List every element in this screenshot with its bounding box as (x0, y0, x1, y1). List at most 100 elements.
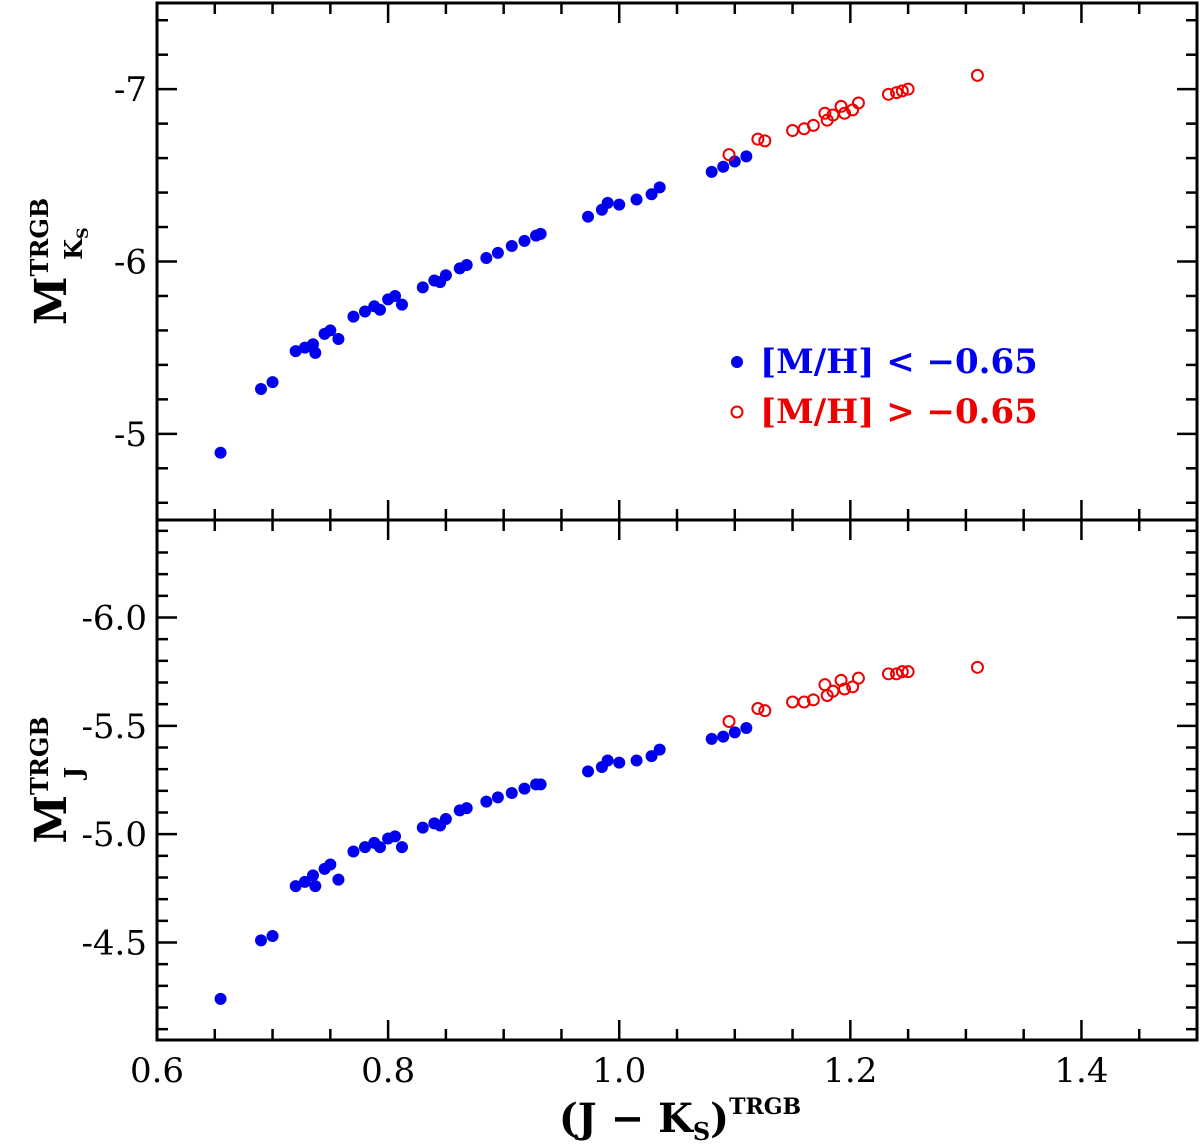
metal-poor-point (491, 791, 504, 804)
metal-poor-point (534, 778, 547, 791)
metal-rich-point (758, 704, 772, 718)
metal-poor-point (460, 802, 473, 815)
metal-poor-point (653, 743, 666, 756)
bottom-panel-ytick-labels: -6.0 -5.5 -5.0 -4.5 (81, 599, 147, 964)
metal-poor-point (374, 841, 387, 854)
metal-poor-point (395, 298, 408, 311)
metal-rich-point (851, 96, 865, 110)
metal-rich-point (751, 132, 765, 146)
metal-rich-point (851, 671, 865, 685)
bottom-panel: -6.0-5.5-5.0-4.5 0.6 0.8 1.0 1.2 1.4 MTRGB J … (25, 518, 1199, 1146)
metal-poor-point (705, 732, 718, 745)
metal-poor-point (717, 160, 730, 173)
metal-rich-point (722, 148, 736, 162)
metal-rich-point (758, 134, 772, 148)
metal-rich-point (895, 84, 909, 98)
bottom-ytick-label: -4.5 (81, 924, 147, 964)
metal-poor-point (717, 730, 730, 743)
metal-poor-point (460, 258, 473, 271)
top-panel-ytick-labels: -7 -6 -5 (114, 70, 147, 455)
metal-poor-point (389, 830, 402, 843)
legend-marker (730, 405, 744, 419)
xtick-label: 1.4 (1054, 1051, 1108, 1091)
metal-poor-point (728, 726, 741, 739)
metal-poor-point (505, 239, 518, 252)
top-panel-points (214, 68, 984, 459)
xtick-label: 1.2 (823, 1051, 877, 1091)
metal-rich-point (881, 87, 895, 101)
metal-poor-point (307, 869, 319, 882)
metal-poor-point (332, 873, 345, 886)
metal-poor-point (389, 289, 402, 302)
top-panel-frame (155, 1, 1199, 522)
metal-poor-point (298, 875, 311, 888)
metal-rich-point (834, 99, 848, 113)
legend-label: [M/H] < −0.65 (760, 342, 1038, 382)
xtick-label: 0.8 (361, 1051, 415, 1091)
metal-rich-point (970, 68, 984, 82)
metal-poor-point (534, 227, 547, 240)
metal-poor-point (480, 252, 493, 265)
metal-poor-point (289, 880, 302, 893)
metal-poor-point (645, 750, 658, 763)
bottom-panel-xtick-labels: 0.6 0.8 1.0 1.2 1.4 (130, 1051, 1109, 1091)
bottom-ytick-label: -5.0 (81, 815, 147, 855)
metal-poor-point (416, 281, 429, 294)
metal-rich-point (890, 86, 904, 100)
bottom-panel-ylabel: MTRGB J (25, 716, 88, 843)
top-panel-ticks (155, 3, 1199, 520)
metal-rich-point (895, 665, 909, 679)
metal-poor-point (324, 324, 337, 337)
metal-poor-point (416, 821, 429, 834)
metal-rich-point (901, 82, 915, 96)
metal-poor-point (214, 992, 227, 1005)
metal-poor-point (740, 150, 753, 163)
metal-rich-point (751, 702, 765, 715)
metal-poor-point (395, 841, 408, 854)
bottom-panel-frame (155, 518, 1199, 1042)
metal-poor-point (630, 754, 643, 767)
metal-poor-point (309, 346, 322, 359)
metal-rich-point (797, 695, 811, 709)
metal-rich-point (722, 715, 736, 728)
top-ytick-label: -6 (114, 243, 147, 283)
metal-poor-point (266, 930, 279, 942)
metal-poor-point (347, 310, 360, 323)
metal-rich-point (838, 106, 852, 120)
metal-poor-point (324, 858, 337, 871)
metal-poor-point (491, 246, 504, 259)
metal-poor-point (630, 193, 643, 206)
metal-poor-point (347, 845, 360, 858)
metal-poor-point (439, 269, 452, 282)
metal-rich-point (881, 667, 895, 681)
metal-rich-point (838, 682, 852, 696)
legend: [M/H] < −0.65 [M/H] > −0.65 (730, 342, 1038, 432)
metal-poor-point (255, 934, 267, 947)
metal-poor-point (439, 813, 452, 825)
metal-poor-point (613, 198, 626, 211)
metal-poor-point (266, 376, 279, 389)
metal-poor-point (255, 383, 267, 396)
metal-rich-point (818, 106, 832, 120)
metal-poor-point (518, 234, 531, 247)
metal-poor-point (289, 345, 302, 358)
metal-poor-point (374, 303, 387, 316)
metal-poor-point (309, 880, 322, 893)
metal-poor-point (480, 795, 493, 808)
metal-poor-point (601, 754, 614, 767)
metal-rich-point (806, 693, 820, 707)
metal-poor-point (359, 841, 371, 854)
metal-poor-point (705, 165, 718, 178)
metal-rich-point (846, 680, 860, 694)
metal-rich-point (786, 124, 800, 138)
xtick-label: 0.6 (130, 1051, 184, 1091)
metal-poor-point (505, 787, 518, 799)
top-ytick-label: -7 (114, 70, 147, 110)
metal-rich-point (786, 695, 800, 709)
xtick-label: 1.0 (592, 1051, 646, 1091)
bottom-ytick-label: -5.5 (81, 707, 147, 747)
bottom-ytick-label: -6.0 (81, 599, 147, 639)
metal-poor-point (359, 305, 371, 318)
metal-poor-point (518, 782, 531, 795)
